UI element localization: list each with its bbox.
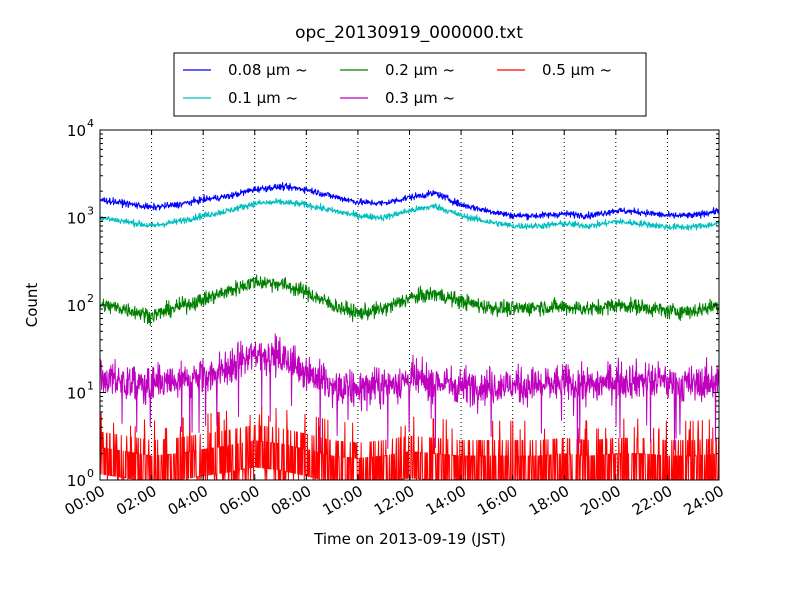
y-tick-exponent-2: 2 [87,292,94,305]
legend: 0.08 μm ~ 0.1 μm ~ 0.2 μm ~ 0.3 μm ~ 0.5 μm … [173,52,647,117]
y-tick-exponent-0: 0 [87,467,94,480]
legend-label-1: 0.1 μm ~ [228,89,298,107]
ticks-layer [99,129,720,481]
legend-label-4: 0.5 μm ~ [542,61,612,79]
legend-label-3: 0.3 μm ~ [385,89,455,107]
y-tick-label-1: 10 [67,385,86,403]
y-tick-exponent-3: 3 [87,205,94,218]
y-axis-label: Count [23,283,41,328]
series-line-0 [99,182,720,221]
y-tick-label-2: 10 [67,297,86,315]
legend-items: 0.08 μm ~ 0.1 μm ~ 0.2 μm ~ 0.3 μm ~ 0.5 μm … [183,61,612,107]
series-line-2 [99,274,720,327]
y-tick-exponent-4: 4 [87,117,94,130]
y-tick-label-4: 10 [67,122,86,140]
legend-label-2: 0.2 μm ~ [385,61,455,79]
chart-title: opc_20130919_000000.txt [295,23,523,43]
y-tick-label-0: 10 [67,472,86,490]
y-tick-exponent-1: 1 [87,380,94,393]
x-axis-label: Time on 2013-09-19 (JST) [313,530,506,548]
series-line-3 [99,333,720,452]
y-tick-label-3: 10 [67,210,86,228]
series-line-1 [99,197,720,231]
legend-box [173,52,647,117]
plot-area [99,129,720,481]
legend-label-0: 0.08 μm ~ [228,61,308,79]
